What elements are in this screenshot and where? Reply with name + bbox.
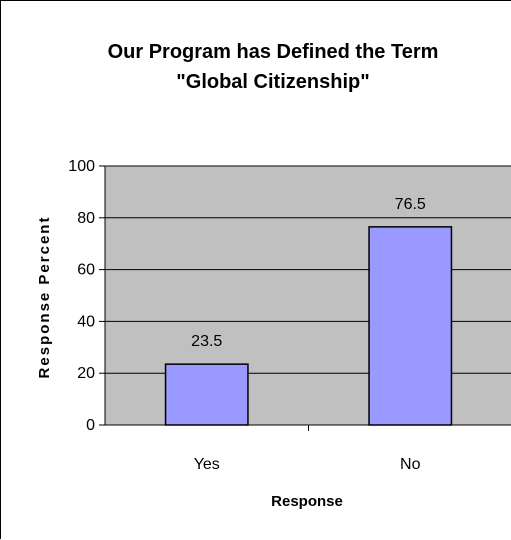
y-tick-label: 80 [77,210,95,227]
chart-title-line-1: Our Program has Defined the Term [108,41,439,63]
bar-yes [164,363,249,426]
x-tick-label-yes: Yes [194,456,220,473]
x-axis-title: Response [271,493,343,510]
y-tick-label: 20 [77,365,95,382]
labels: 0 20 40 60 80 100 23.5 Yes 76.5 No [68,158,426,473]
bars [164,226,453,426]
data-label-no: 76.5 [395,196,426,213]
y-axis-title: Response Percent [36,216,53,379]
y-tick-label: 0 [86,417,95,434]
chart-title-line-2: "Global Citizenship" [176,71,369,93]
data-label-yes: 23.5 [191,333,222,350]
y-tick-label: 60 [77,262,95,279]
axes [99,165,511,431]
x-tick-label-no: No [400,456,421,473]
bar-no [368,226,453,426]
y-tick-label: 100 [68,158,95,175]
y-tick-label: 40 [77,313,95,330]
